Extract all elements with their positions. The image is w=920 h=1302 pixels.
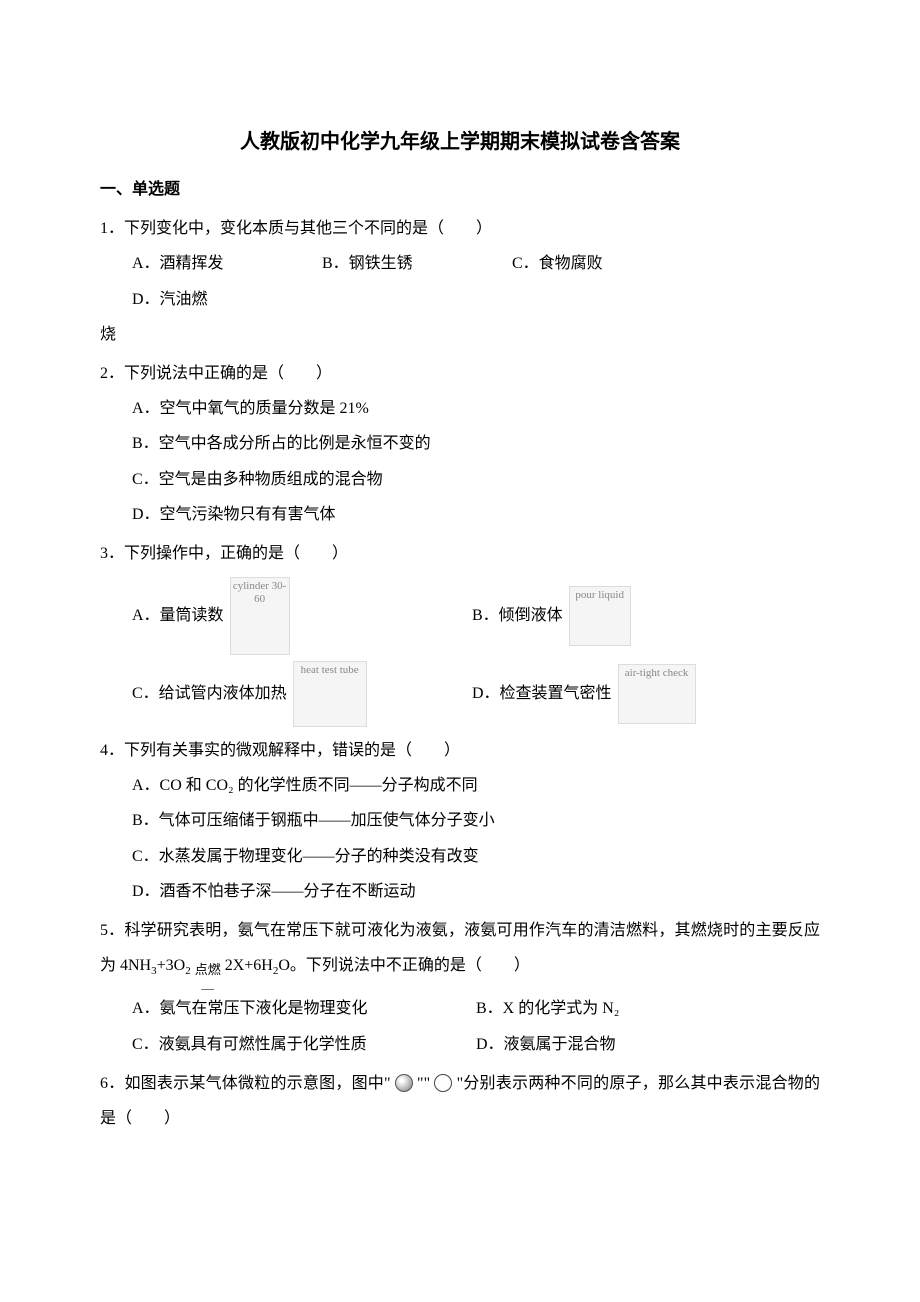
q5-options-row1: A．氨气在常压下液化是物理变化 B．X 的化学式为 N₂ [100,991,820,1026]
question-4: 4．下列有关事实的微观解释中，错误的是（ ） A．CO 和 CO₂ 的化学性质不… [100,733,820,909]
q2-option-d: D．空气污染物只有有害气体 [132,497,820,532]
q2-options: A．空气中氧气的质量分数是 21% B．空气中各成分所占的比例是永恒不变的 C．… [100,391,820,532]
q5-option-d: D．液氨属于混合物 [476,1027,820,1062]
q6-stem-mid: "" [417,1075,430,1092]
q5-option-b: B．X 的化学式为 N₂ [476,991,820,1026]
q5-sub2: 2 [185,965,191,977]
q5-mid2: 2X+6H [225,957,273,974]
q1-option-a: A．酒精挥发 [132,246,322,281]
q5-option-c: C．液氨具有可燃性属于化学性质 [132,1027,476,1062]
q4-options: A．CO 和 CO₂ 的化学性质不同——分子构成不同 B．气体可压缩储于钢瓶中—… [100,768,820,909]
q3-option-b: B．倾倒液体 [472,598,563,633]
q3-image-d: air-tight check [618,664,696,724]
q1-stem: 1．下列变化中，变化本质与其他三个不同的是（ ） [100,211,820,246]
q3-option-c: C．给试管内液体加热 [132,676,287,711]
q6-stem-before: 6．如图表示某气体微粒的示意图，图中" [100,1075,391,1092]
q4-option-d: D．酒香不怕巷子深——分子在不断运动 [132,874,820,909]
q3-row-1: A．量筒读数 cylinder 30-60 B．倾倒液体 pour liquid [100,577,820,655]
shaded-atom-icon [395,1074,413,1092]
q2-option-c: C．空气是由多种物质组成的混合物 [132,462,820,497]
q6-stem: 6．如图表示某气体微粒的示意图，图中" "" "分别表示两种不同的原子，那么其中… [100,1066,820,1136]
q1-option-d: D．汽油燃 [132,282,272,317]
q1-option-d-cont: 烧 [100,317,820,352]
q1-options: A．酒精挥发 B．钢铁生锈 C．食物腐败 D．汽油燃 [100,246,820,316]
q1-option-b: B．钢铁生锈 [322,246,512,281]
question-1: 1．下列变化中，变化本质与其他三个不同的是（ ） A．酒精挥发 B．钢铁生锈 C… [100,211,820,352]
q5-reaction-arrow: 点燃 ＿ [195,963,221,992]
q3-image-b: pour liquid [569,586,631,646]
q4-option-a: A．CO 和 CO₂ 的化学性质不同——分子构成不同 [132,768,820,803]
q3-option-d: D．检查装置气密性 [472,676,612,711]
hollow-atom-icon [434,1074,452,1092]
q2-option-b: B．空气中各成分所占的比例是永恒不变的 [132,426,820,461]
page-title: 人教版初中化学九年级上学期期末模拟试卷含答案 [100,120,820,164]
q5-mid1: +3O [157,957,186,974]
q3-image-a: cylinder 30-60 [230,577,290,655]
q5-arrow-bot: ＿ [201,976,214,991]
question-3: 3．下列操作中，正确的是（ ） A．量筒读数 cylinder 30-60 B．… [100,536,820,727]
q3-image-c: heat test tube [293,661,367,727]
question-2: 2．下列说法中正确的是（ ） A．空气中氧气的质量分数是 21% B．空气中各成… [100,356,820,532]
question-6: 6．如图表示某气体微粒的示意图，图中" "" "分别表示两种不同的原子，那么其中… [100,1066,820,1136]
q4-option-c: C．水蒸发属于物理变化——分子的种类没有改变 [132,839,820,874]
q5-option-a: A．氨气在常压下液化是物理变化 [132,991,476,1026]
q5-arrow-top: 点燃 [195,962,221,977]
question-5: 5．科学研究表明，氨气在常压下就可液化为液氨，液氨可用作汽车的清洁燃料，其燃烧时… [100,913,820,1062]
q2-option-a: A．空气中氧气的质量分数是 21% [132,391,820,426]
q3-option-a: A．量筒读数 [132,598,224,633]
q4-stem: 4．下列有关事实的微观解释中，错误的是（ ） [100,733,820,768]
q3-stem: 3．下列操作中，正确的是（ ） [100,536,820,571]
q4-option-b: B．气体可压缩储于钢瓶中——加压使气体分子变小 [132,803,820,838]
q5-options-row2: C．液氨具有可燃性属于化学性质 D．液氨属于混合物 [100,1027,820,1062]
section-heading: 一、单选题 [100,172,820,207]
q5-stem: 5．科学研究表明，氨气在常压下就可液化为液氨，液氨可用作汽车的清洁燃料，其燃烧时… [100,913,820,991]
q2-stem: 2．下列说法中正确的是（ ） [100,356,820,391]
q5-mid3: O。下列说法中不正确的是（ ） [278,957,530,974]
q3-row-2: C．给试管内液体加热 heat test tube D．检查装置气密性 air-… [100,661,820,727]
q1-option-c: C．食物腐败 [512,246,702,281]
